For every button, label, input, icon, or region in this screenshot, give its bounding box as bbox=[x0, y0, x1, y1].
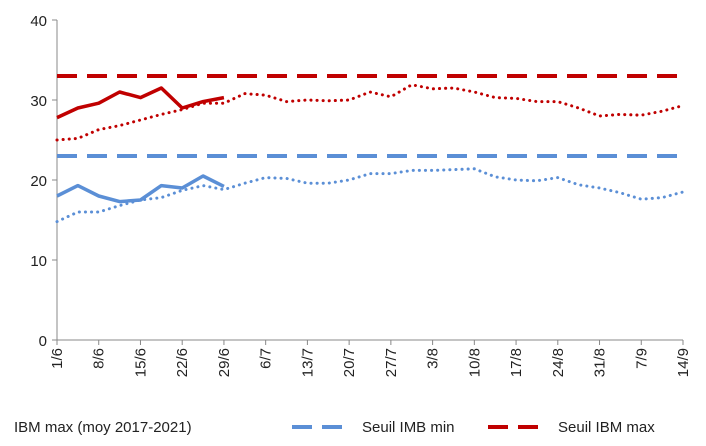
y-tick-label: 10 bbox=[30, 253, 47, 270]
x-tick-label: 6/7 bbox=[258, 348, 275, 369]
y-tick-label: 30 bbox=[30, 93, 47, 110]
x-tick-label: 20/7 bbox=[341, 348, 358, 377]
series-line bbox=[56, 174, 225, 204]
x-tick-label: 17/8 bbox=[508, 348, 525, 377]
legend-label: Seuil IMB min bbox=[362, 419, 455, 436]
x-tick-label: 22/6 bbox=[174, 348, 191, 377]
x-tick-label: 24/8 bbox=[550, 348, 567, 377]
x-tick-label: 7/9 bbox=[633, 348, 650, 369]
x-tick-label: 13/7 bbox=[299, 348, 316, 377]
y-tick-label: 0 bbox=[39, 333, 47, 350]
legend-label: IBM max (moy 2017-2021) bbox=[14, 419, 192, 436]
y-tick-label: 40 bbox=[30, 13, 47, 30]
x-tick-label: 3/8 bbox=[425, 348, 442, 369]
x-tick-label: 27/7 bbox=[383, 348, 400, 377]
series-line bbox=[55, 167, 685, 224]
y-tick-label: 20 bbox=[30, 173, 47, 190]
series-line bbox=[56, 86, 225, 120]
series-line bbox=[55, 83, 685, 142]
legend-label: Seuil IBM max bbox=[558, 419, 655, 436]
x-tick-label: 29/6 bbox=[216, 348, 233, 377]
x-tick-label: 15/6 bbox=[132, 348, 149, 377]
x-tick-label: 1/6 bbox=[49, 348, 66, 369]
x-tick-label: 8/6 bbox=[91, 348, 108, 369]
x-tick-label: 10/8 bbox=[466, 348, 483, 377]
x-tick-label: 14/9 bbox=[675, 348, 692, 377]
x-tick-label: 31/8 bbox=[592, 348, 609, 377]
